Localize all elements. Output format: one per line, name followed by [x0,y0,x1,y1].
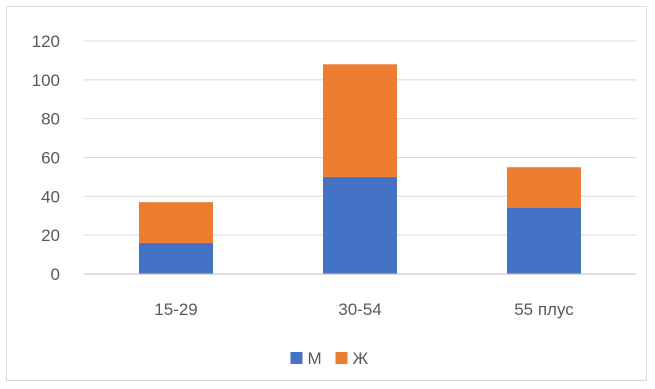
bar-m-3 [507,207,581,274]
bar-zh-3 [507,167,581,208]
y-tick-label: 0 [51,265,60,284]
y-tick-label: 20 [41,226,60,245]
bars [139,64,581,274]
legend-swatch [290,352,303,364]
x-tick-label: 30-54 [338,300,381,319]
legend-label: Ж [353,349,369,368]
bar-m-2 [323,176,397,274]
bar-m-1 [139,242,213,274]
x-tick-label: 55 плус [514,300,574,319]
y-tick-label: 120 [32,32,60,51]
bar-zh-1 [139,202,213,243]
y-tick-label: 60 [41,149,60,168]
x-axis-tick-labels: 15-29 30-54 55 плус [154,300,574,319]
y-tick-label: 100 [32,71,60,90]
y-axis-tick-labels: 0 20 40 60 80 100 120 [32,32,60,284]
y-tick-label: 40 [41,187,60,206]
x-tick-label: 15-29 [154,300,197,319]
legend-label: М [308,349,322,368]
bar-zh-2 [323,64,397,177]
y-tick-label: 80 [41,110,60,129]
legend-swatch [335,352,348,364]
